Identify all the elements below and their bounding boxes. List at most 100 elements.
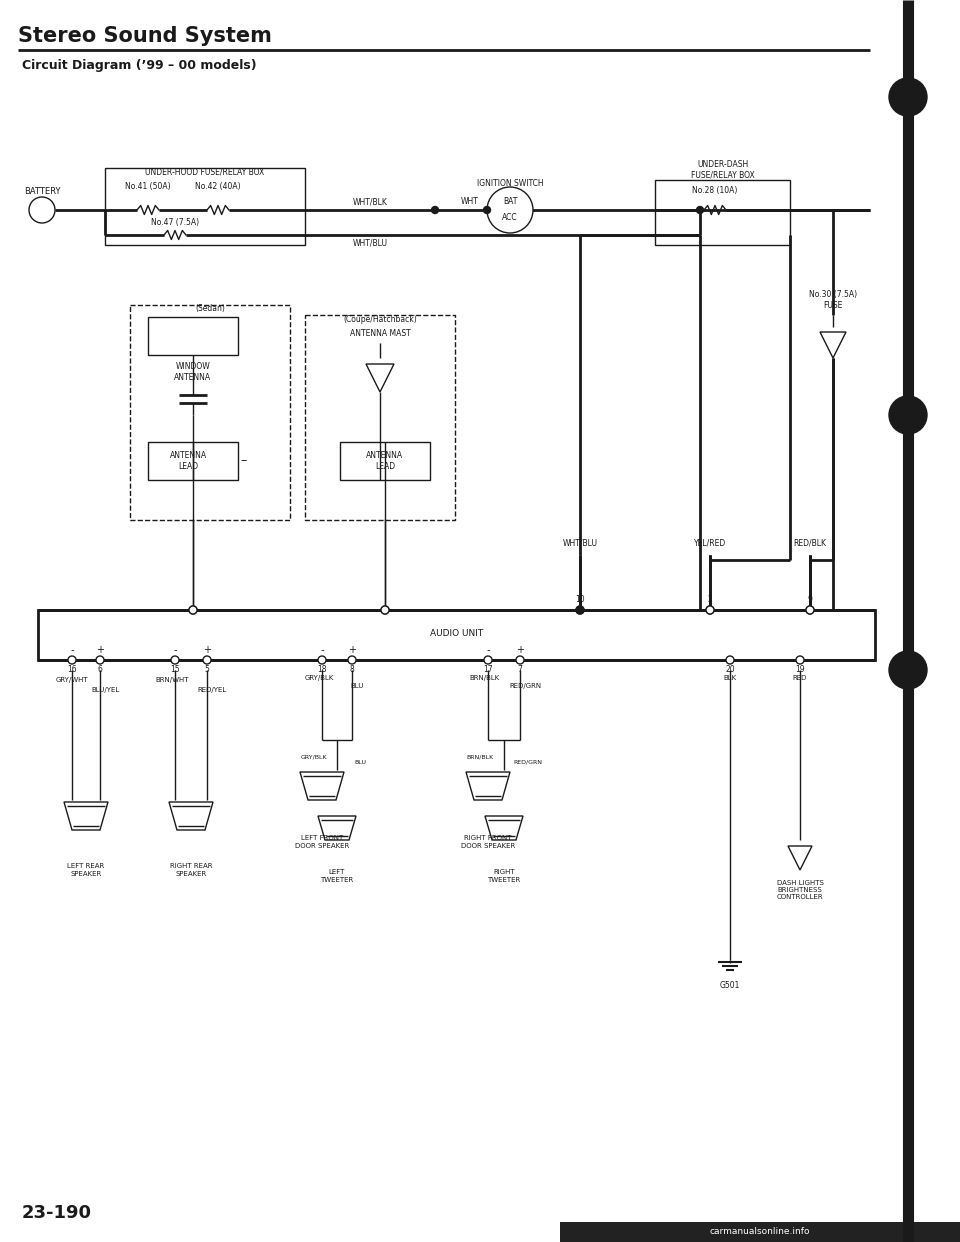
- Polygon shape: [300, 773, 344, 800]
- Text: -: -: [487, 645, 490, 655]
- Text: ANTENNA
LEAD: ANTENNA LEAD: [367, 451, 403, 471]
- Polygon shape: [485, 816, 523, 840]
- Polygon shape: [788, 846, 812, 869]
- Text: UNDER-DASH
FUSE/RELAY BOX: UNDER-DASH FUSE/RELAY BOX: [690, 160, 755, 180]
- Text: YEL/RED: YEL/RED: [694, 539, 726, 548]
- Text: LEFT REAR
SPEAKER: LEFT REAR SPEAKER: [67, 863, 105, 877]
- Text: 15: 15: [170, 666, 180, 674]
- Text: DASH LIGHTS
BRIGHTNESS
CONTROLLER: DASH LIGHTS BRIGHTNESS CONTROLLER: [777, 881, 824, 900]
- Bar: [340, 442, 430, 479]
- Text: 5: 5: [204, 666, 209, 674]
- Text: UNDER-HOOD FUSE/RELAY BOX: UNDER-HOOD FUSE/RELAY BOX: [145, 168, 265, 176]
- Circle shape: [806, 606, 814, 614]
- Circle shape: [203, 656, 211, 664]
- Text: GRY/BLK: GRY/BLK: [300, 754, 327, 760]
- Text: BLU: BLU: [354, 760, 366, 765]
- Polygon shape: [366, 364, 394, 392]
- Circle shape: [484, 206, 491, 214]
- Circle shape: [806, 606, 814, 614]
- Circle shape: [29, 197, 55, 224]
- Circle shape: [381, 606, 389, 614]
- Text: 6: 6: [98, 666, 103, 674]
- Text: BRN/BLK: BRN/BLK: [467, 754, 493, 760]
- Circle shape: [68, 656, 76, 664]
- Text: (Coupe/Hatchback): (Coupe/Hatchback): [343, 314, 417, 323]
- Text: No.28 (10A): No.28 (10A): [692, 186, 737, 195]
- Circle shape: [431, 206, 439, 214]
- Text: No.42 (40A): No.42 (40A): [195, 181, 241, 190]
- Text: RED/GRN: RED/GRN: [514, 760, 542, 765]
- Polygon shape: [64, 802, 108, 830]
- Text: (Sedan): (Sedan): [195, 304, 225, 313]
- Text: ANTENNA
LEAD: ANTENNA LEAD: [169, 451, 206, 471]
- Text: BLK: BLK: [724, 674, 736, 681]
- Text: 2: 2: [708, 595, 712, 605]
- Text: ACC: ACC: [502, 214, 517, 222]
- Text: GRY/WHT: GRY/WHT: [56, 677, 88, 683]
- Text: 7: 7: [517, 666, 522, 674]
- Text: No.47 (7.5A): No.47 (7.5A): [151, 217, 199, 226]
- Text: -: -: [173, 645, 177, 655]
- Circle shape: [487, 188, 533, 233]
- Text: 8: 8: [349, 666, 354, 674]
- Text: BLU: BLU: [350, 683, 364, 689]
- Text: WINDOW
ANTENNA: WINDOW ANTENNA: [175, 363, 211, 381]
- Polygon shape: [318, 816, 356, 840]
- Polygon shape: [820, 332, 846, 358]
- Text: –: –: [241, 455, 247, 467]
- Bar: [655, 180, 790, 245]
- Circle shape: [516, 656, 524, 664]
- Bar: [38, 610, 875, 660]
- Text: WHT/BLK: WHT/BLK: [352, 197, 388, 206]
- Text: -: -: [321, 645, 324, 655]
- Text: 19: 19: [795, 666, 804, 674]
- Text: 23-190: 23-190: [22, 1203, 92, 1222]
- Circle shape: [484, 656, 492, 664]
- Text: +: +: [96, 645, 104, 655]
- Circle shape: [381, 606, 389, 614]
- Text: G501: G501: [720, 980, 740, 990]
- Text: Circuit Diagram (’99 – 00 models): Circuit Diagram (’99 – 00 models): [22, 60, 256, 72]
- Text: 10: 10: [575, 595, 585, 605]
- Circle shape: [189, 606, 197, 614]
- Text: WHT: WHT: [461, 197, 479, 206]
- Text: BATTERY: BATTERY: [24, 188, 60, 196]
- Text: RED/BLK: RED/BLK: [794, 539, 827, 548]
- Text: 9: 9: [807, 595, 812, 605]
- Circle shape: [171, 656, 179, 664]
- Text: No.41 (50A): No.41 (50A): [125, 181, 171, 190]
- Text: RIGHT FRONT
DOOR SPEAKER: RIGHT FRONT DOOR SPEAKER: [461, 836, 516, 848]
- Text: BRN/WHT: BRN/WHT: [156, 677, 189, 683]
- Text: 17: 17: [483, 666, 492, 674]
- Text: Stereo Sound System: Stereo Sound System: [18, 26, 272, 46]
- Text: BRN/BLK: BRN/BLK: [469, 674, 500, 681]
- Text: IGNITION SWITCH: IGNITION SWITCH: [477, 179, 543, 188]
- Text: +: +: [348, 645, 356, 655]
- Text: RED/GRN: RED/GRN: [509, 683, 541, 689]
- Bar: [148, 317, 238, 355]
- Text: 18: 18: [317, 666, 326, 674]
- Circle shape: [889, 396, 927, 433]
- Text: BAT: BAT: [503, 197, 517, 206]
- Circle shape: [796, 656, 804, 664]
- Circle shape: [576, 606, 584, 614]
- Circle shape: [706, 606, 714, 614]
- Circle shape: [889, 651, 927, 689]
- Circle shape: [318, 656, 326, 664]
- Text: BLU/YEL: BLU/YEL: [91, 687, 119, 693]
- Text: RED: RED: [793, 674, 807, 681]
- Text: RIGHT REAR
SPEAKER: RIGHT REAR SPEAKER: [170, 863, 212, 877]
- Text: WHT/BLU: WHT/BLU: [352, 238, 388, 247]
- Bar: [148, 442, 238, 479]
- Text: RIGHT
TWEETER: RIGHT TWEETER: [488, 869, 520, 883]
- Text: FUSE: FUSE: [824, 302, 843, 310]
- Circle shape: [726, 656, 734, 664]
- Circle shape: [348, 656, 356, 664]
- Circle shape: [889, 78, 927, 116]
- Text: WHT/BLU: WHT/BLU: [563, 539, 597, 548]
- Text: ANTENNA MAST: ANTENNA MAST: [349, 328, 410, 338]
- Circle shape: [706, 606, 714, 614]
- Text: 16: 16: [67, 666, 77, 674]
- Text: AUDIO UNIT: AUDIO UNIT: [430, 628, 483, 637]
- Text: RED/YEL: RED/YEL: [198, 687, 227, 693]
